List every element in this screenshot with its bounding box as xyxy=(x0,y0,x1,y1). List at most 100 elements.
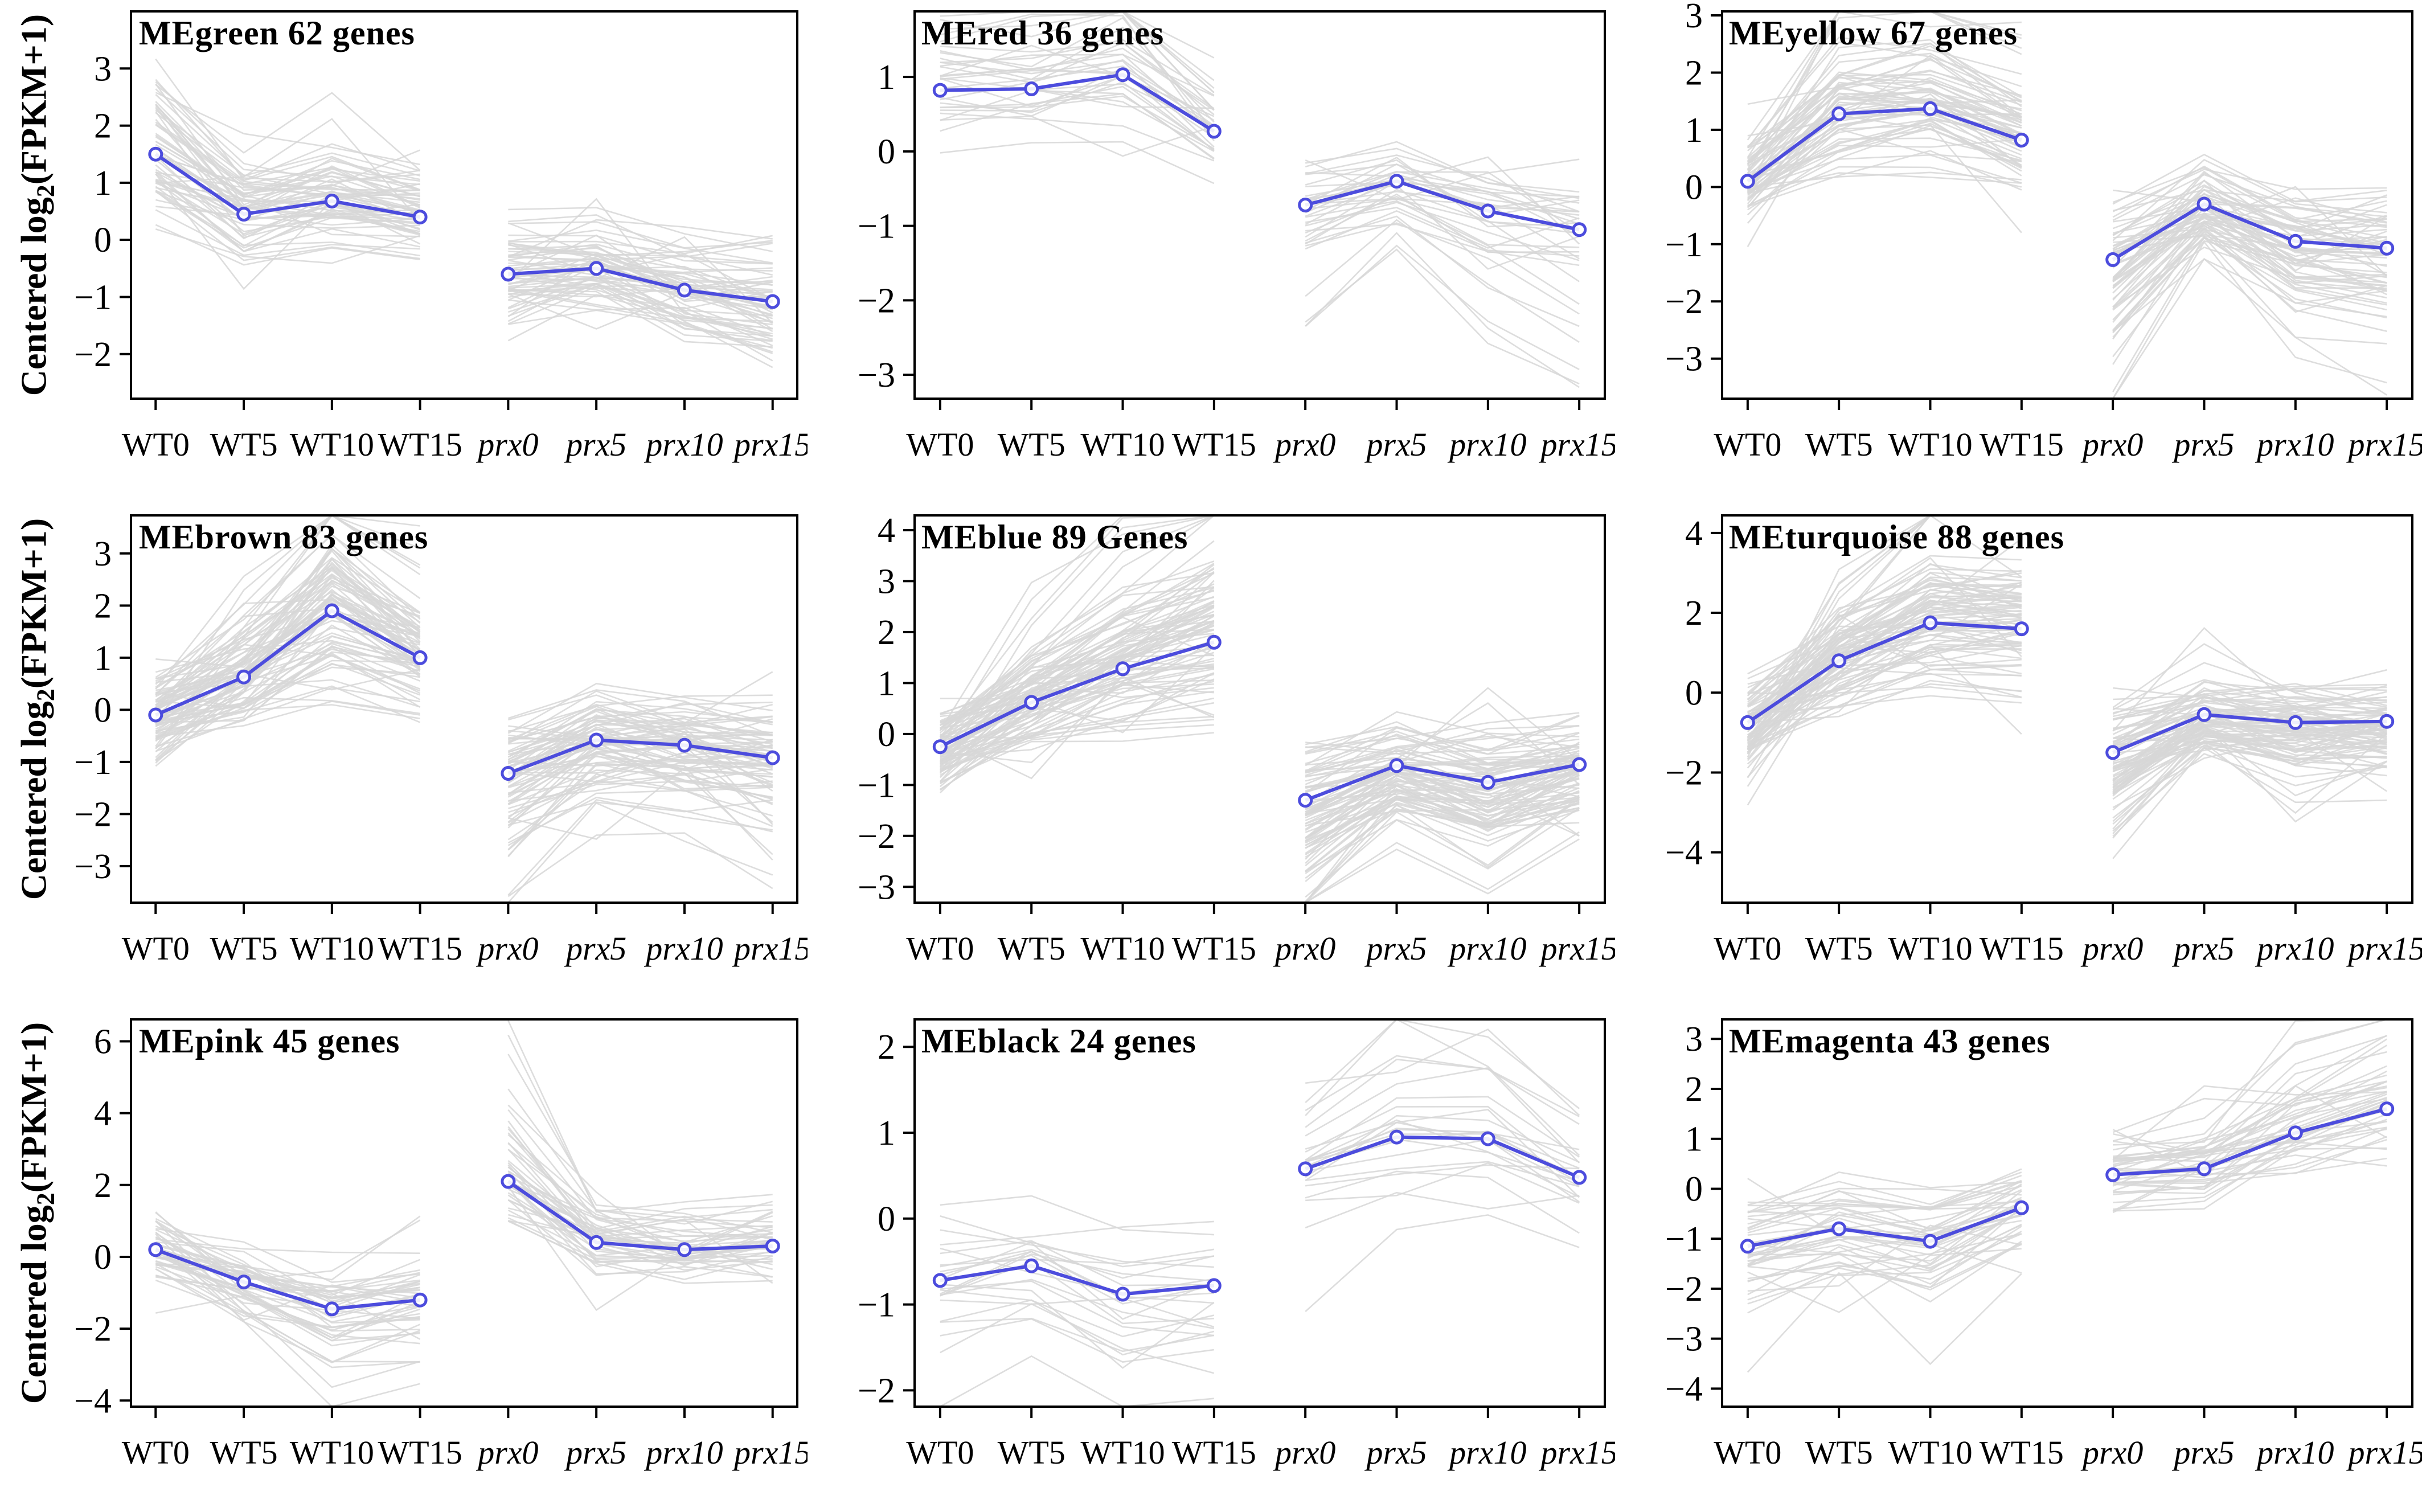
eigengene-segment xyxy=(1305,1135,1580,1179)
gene-profile-line xyxy=(1747,626,2022,716)
y-tick-label: 1 xyxy=(878,1114,895,1153)
gene-profile-line xyxy=(1747,11,2022,174)
gene-profile-line xyxy=(155,614,421,719)
gene-profile-line xyxy=(507,1170,773,1280)
gene-profile-line xyxy=(1747,150,2022,207)
gene-profile-line xyxy=(507,1149,773,1237)
gene-profile-line xyxy=(507,1054,773,1234)
eigengene-marker xyxy=(1389,758,1404,773)
x-tick-label: prx5 xyxy=(1364,1434,1427,1471)
eigengene-line xyxy=(932,67,1587,237)
x-tick-label: WT15 xyxy=(1172,426,1256,463)
gene-profile-line xyxy=(1747,1209,2022,1305)
gene-profile-line xyxy=(1305,838,1580,903)
gene-profile-line xyxy=(155,700,420,737)
gene-profile-line xyxy=(155,186,420,252)
background-lines xyxy=(155,515,773,903)
x-tick-label: prx10 xyxy=(644,1434,723,1471)
y-tick-label: −1 xyxy=(858,1286,895,1325)
gene-profile-line xyxy=(1747,1185,2022,1229)
eigengene-segment xyxy=(2112,202,2387,261)
x-tick-label: prx5 xyxy=(1364,930,1427,967)
x-tick-label: prx15 xyxy=(1538,930,1615,967)
gene-profile-line xyxy=(2112,728,2387,830)
y-tick-label: 0 xyxy=(878,133,895,171)
background-lines xyxy=(1747,11,2388,399)
gene-profile-line xyxy=(2112,1019,2387,1142)
x-tick-label: prx0 xyxy=(2080,426,2143,463)
panel-MEyellow: 3 2 1 0 −1 −2 −3 WT0 WT5 WT10 WT15 prx0 prx5 prx10 prx… xyxy=(1615,0,2422,504)
gene-profile-line xyxy=(1747,555,2022,727)
gene-profile-line xyxy=(2112,691,2387,739)
gene-profile-line xyxy=(2112,693,2387,724)
x-tick-label: WT0 xyxy=(122,930,190,967)
gene-profile-line xyxy=(507,1142,773,1228)
eigengene-marker xyxy=(1480,203,1495,219)
y-tick-label: 3 xyxy=(1685,0,1703,35)
gene-profile-line xyxy=(2112,626,2387,732)
eigengene-marker xyxy=(2288,233,2303,249)
eigengene-line xyxy=(1740,1101,2395,1254)
gene-profile-line xyxy=(155,687,420,752)
x-tick-label: WT5 xyxy=(210,426,277,463)
gene-profile-line xyxy=(2112,240,2387,358)
gene-profile-line xyxy=(155,1215,421,1281)
y-tick-label: 4 xyxy=(878,511,895,550)
gene-profile-line xyxy=(939,621,1215,788)
gene-profile-line xyxy=(508,715,773,740)
gene-profile-line xyxy=(155,515,420,690)
y-tick-label: −2 xyxy=(74,335,112,374)
panel-title: MEred 36 genes xyxy=(921,14,1165,52)
gene-profile-line xyxy=(940,668,1215,790)
x-tick-label: prx5 xyxy=(2171,1434,2234,1471)
x-tick-label: prx5 xyxy=(2171,930,2234,967)
gene-profile-line xyxy=(508,271,773,323)
gene-profile-line xyxy=(507,290,773,342)
eigengene-marker xyxy=(236,669,252,685)
x-tick-label: prx15 xyxy=(732,426,808,463)
gene-profile-line xyxy=(2112,1085,2387,1187)
gene-profile-line xyxy=(2112,1019,2387,1151)
eigengene-marker xyxy=(2288,1125,2303,1141)
gene-profile-line xyxy=(508,265,773,300)
gene-profile-line xyxy=(1747,600,2022,728)
x-tick-label: prx5 xyxy=(2171,426,2234,463)
gene-profile-line xyxy=(155,136,421,209)
gene-profile-line xyxy=(508,694,773,727)
gene-profile-line xyxy=(1747,1171,2022,1206)
gene-profile-line xyxy=(1747,71,2022,171)
gene-profile-line xyxy=(1747,11,2022,158)
gene-profile-line xyxy=(507,1217,773,1264)
gene-profile-line xyxy=(1305,755,1580,816)
eigengene-marker xyxy=(1024,1258,1039,1273)
eigengene-segment xyxy=(939,640,1215,748)
x-tick-label: WT15 xyxy=(378,1434,462,1471)
gene-profile-line xyxy=(508,799,773,826)
gene-profile-line xyxy=(1747,1179,2022,1210)
eigengene-marker xyxy=(589,261,604,276)
x-tick-label: WT5 xyxy=(998,426,1065,463)
gene-profile-line xyxy=(2112,235,2387,338)
gene-profile-line xyxy=(507,1142,773,1265)
gene-profile-line xyxy=(940,1355,1214,1407)
gene-profile-line xyxy=(2112,687,2387,721)
eigengene-segment xyxy=(1747,621,2022,724)
gene-profile-line xyxy=(1747,1209,2022,1262)
gene-profile-line xyxy=(939,560,1215,740)
x-tick-label: prx0 xyxy=(2080,1434,2143,1471)
gene-profile-line xyxy=(508,694,773,732)
gene-profile-line xyxy=(940,95,1215,150)
gene-profile-line xyxy=(940,1248,1215,1266)
background-lines xyxy=(940,11,1580,388)
plot-border xyxy=(913,514,1606,904)
panel-MEmagenta: 3 2 1 0 −1 −2 −3 −4 WT0 WT5 WT10 WT15 prx0 prx5 prx10 p… xyxy=(1615,1008,2422,1512)
gene-profile-line xyxy=(1305,170,1580,204)
gene-profile-line xyxy=(155,79,420,183)
gene-profile-line xyxy=(1305,712,1580,748)
x-tick-label: WT10 xyxy=(1080,426,1165,463)
gene-profile-line xyxy=(1747,11,2022,191)
x-tick-label: WT10 xyxy=(290,1434,374,1471)
gene-profile-line xyxy=(2112,184,2387,236)
gene-profile-line xyxy=(1747,572,2022,696)
gene-profile-line xyxy=(155,1231,420,1388)
